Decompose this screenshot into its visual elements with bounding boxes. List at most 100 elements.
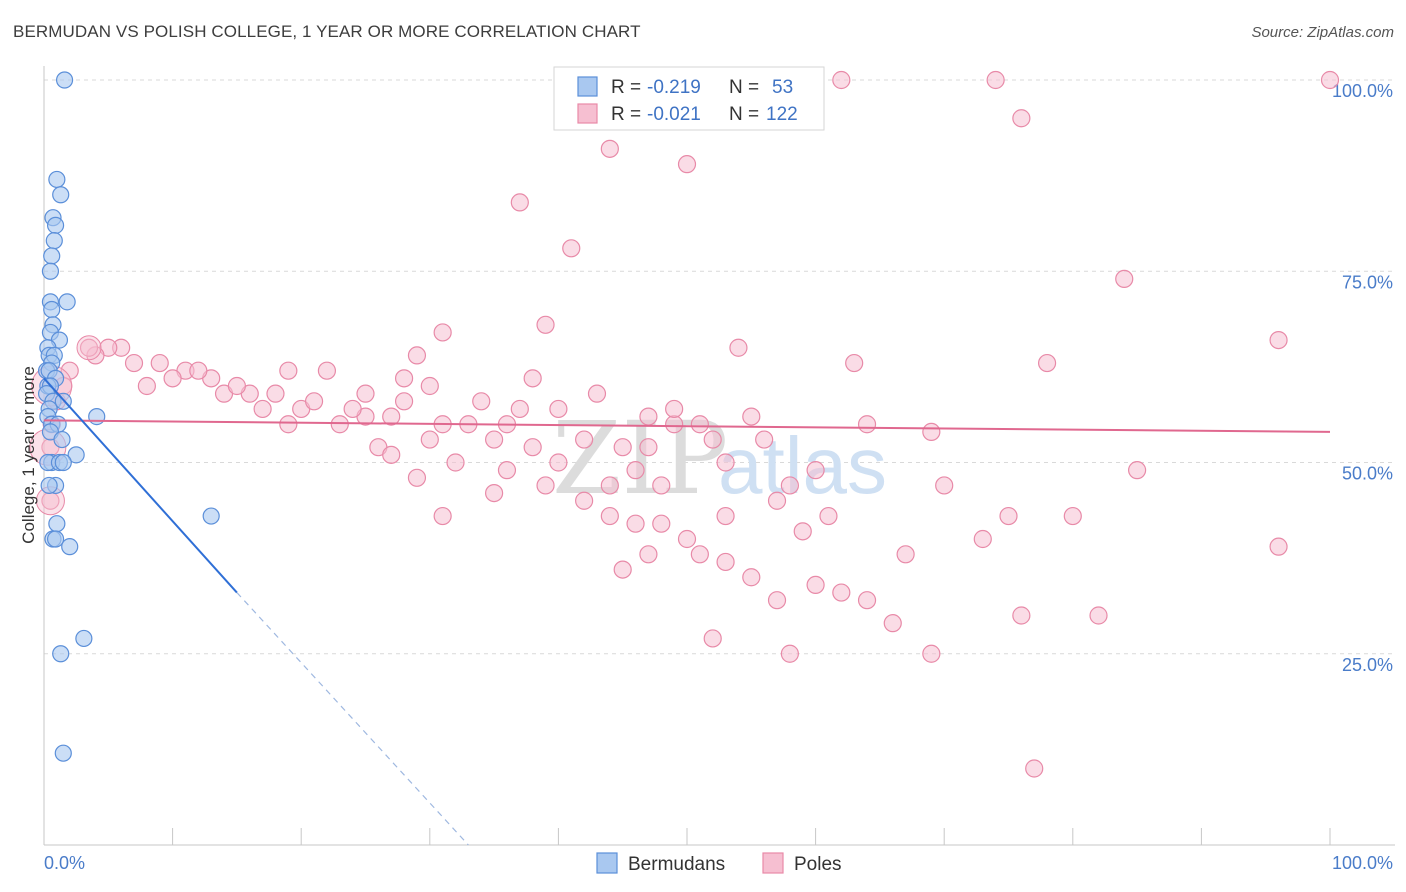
poles-point	[79, 338, 99, 357]
poles-point	[639, 407, 658, 426]
poles-point	[549, 399, 568, 419]
poles-point	[999, 506, 1018, 526]
bermudans-point	[52, 645, 70, 663]
poles-point	[690, 545, 709, 564]
poles-point	[1037, 353, 1057, 373]
legend-r-label-bermudans: R =	[611, 77, 641, 98]
bermudans-trend-line	[43, 377, 238, 594]
y-tick-label-0: 25.0%	[1342, 655, 1393, 675]
bermudans-point	[55, 71, 74, 89]
poles-point	[652, 476, 671, 495]
legend-swatch-bermudans	[577, 76, 598, 97]
poles-point	[1012, 109, 1031, 128]
bermudans-point	[41, 262, 60, 280]
poles-point	[896, 545, 915, 564]
poles-point	[382, 445, 401, 464]
poles-point	[716, 506, 735, 526]
bottom-legend-swatch-bermudans	[596, 852, 618, 874]
poles-point	[433, 506, 452, 526]
poles-point	[1063, 506, 1082, 526]
bermudans-point	[43, 247, 61, 265]
poles-point	[832, 70, 851, 90]
poles-point	[510, 399, 529, 419]
legend-r-value-poles: -0.021	[647, 104, 701, 125]
poles-point	[639, 438, 658, 457]
poles-point	[1025, 759, 1044, 778]
legend-n-label-poles: N =	[729, 104, 759, 125]
poles-point	[600, 506, 619, 526]
poles-cluster	[76, 335, 102, 361]
x-tick-label-0: 0.0%	[44, 853, 85, 873]
poles-point	[793, 522, 812, 541]
poles-point	[356, 384, 375, 403]
legend-r-value-bermudans: -0.219	[647, 77, 701, 98]
poles-point	[1320, 70, 1340, 90]
poles-point	[433, 323, 452, 342]
poles-point	[150, 353, 169, 373]
poles-point	[935, 476, 954, 495]
bermudans-points	[37, 71, 220, 762]
poles-point	[485, 430, 504, 449]
poles-point	[317, 361, 337, 380]
legend-n-label-bermudans: N =	[729, 77, 759, 98]
poles-point	[1089, 606, 1108, 625]
poles-point	[677, 529, 697, 549]
poles-point	[780, 644, 799, 663]
bermudans-point	[46, 216, 65, 234]
poles-point	[716, 453, 735, 472]
bermudans-point	[58, 293, 76, 311]
poles-point	[394, 392, 414, 411]
poles-point	[742, 407, 761, 426]
poles-point	[575, 430, 594, 449]
legend-n-value-bermudans: 53	[772, 77, 793, 98]
poles-point	[677, 155, 697, 174]
poles-point	[613, 560, 632, 579]
poles-point	[652, 514, 671, 533]
y-tick-label-2: 75.0%	[1342, 272, 1393, 292]
bottom-legend-label-poles: Poles	[794, 854, 842, 875]
poles-point	[613, 438, 632, 457]
poles-point	[922, 422, 941, 441]
poles-point	[472, 392, 491, 411]
poles-point	[60, 361, 79, 380]
bermudans-point	[54, 453, 72, 472]
poles-point	[845, 353, 864, 373]
y-tick-label-3: 100.0%	[1332, 81, 1393, 101]
poles-point	[857, 591, 877, 610]
poles-point	[407, 468, 427, 487]
poles-point	[767, 591, 787, 610]
poles-point	[124, 353, 144, 373]
poles-point	[587, 384, 607, 403]
poles-point	[600, 139, 619, 158]
poles-point	[1127, 461, 1147, 480]
poles-point	[832, 583, 851, 602]
watermark: ZIP atlas	[552, 400, 887, 517]
poles-point	[253, 399, 272, 419]
poles-point	[1115, 269, 1134, 288]
bermudans-point	[75, 629, 93, 648]
poles-point	[536, 476, 555, 495]
top-legend-box	[553, 66, 825, 131]
poles-point	[857, 415, 877, 434]
poles-point	[922, 644, 941, 663]
poles-point	[742, 568, 761, 587]
bermudans-point	[45, 232, 63, 250]
poles-point	[780, 476, 799, 495]
y-axis-title: College, 1 year or more	[19, 366, 38, 544]
bermudans-point	[40, 476, 58, 495]
chart-title: BERMUDAN VS POLISH COLLEGE, 1 YEAR OR MO…	[13, 22, 641, 41]
poles-point	[600, 476, 619, 495]
bottom-legend-swatch-poles	[762, 852, 784, 874]
poles-point	[806, 575, 825, 595]
poles-point	[394, 369, 414, 388]
poles-point	[665, 399, 684, 419]
poles-point	[883, 614, 902, 633]
poles-point	[549, 453, 568, 472]
poles-point	[806, 461, 825, 480]
poles-point	[1012, 606, 1031, 625]
bottom-legend: Bermudans Poles	[596, 852, 842, 875]
poles-point	[137, 376, 156, 396]
legend-swatch-poles	[577, 103, 598, 124]
bottom-legend-label-bermudans: Bermudans	[628, 854, 725, 875]
